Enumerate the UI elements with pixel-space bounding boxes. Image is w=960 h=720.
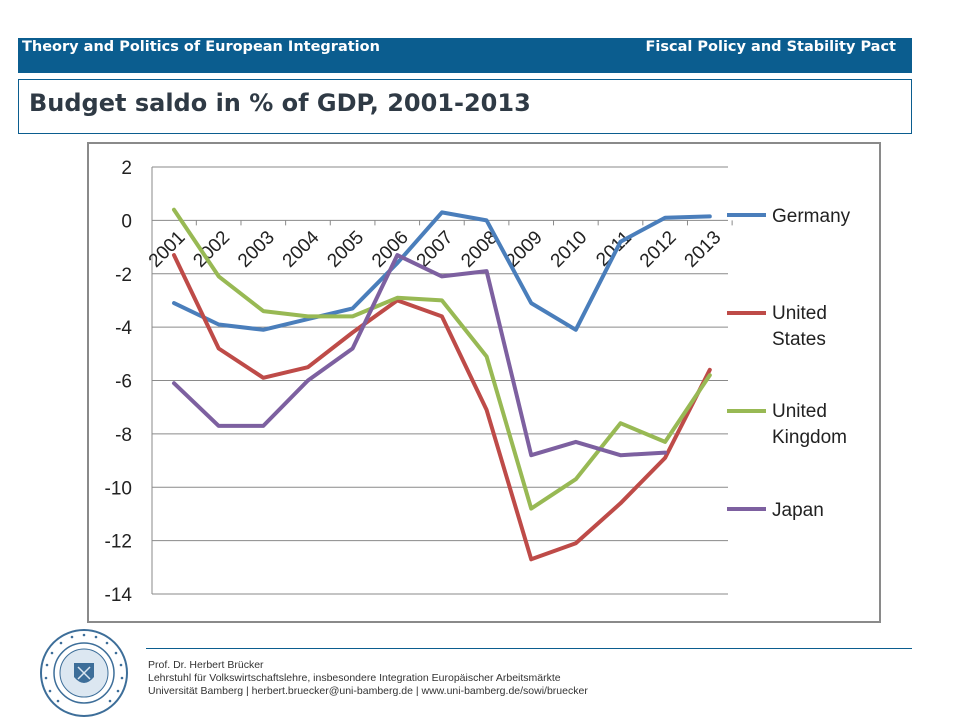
footer-divider — [146, 648, 912, 649]
y-tick-label: -4 — [115, 318, 132, 339]
slide-title: Budget saldo in % of GDP, 2001-2013 — [29, 89, 531, 117]
series-lines — [172, 207, 712, 562]
course-title: Theory and Politics of European Integrat… — [22, 39, 380, 55]
footer-contact: Universität Bamberg | herbert.bruecker@u… — [148, 685, 588, 697]
legend-label: Kingdom — [772, 427, 847, 448]
y-tick-label: -14 — [105, 585, 133, 606]
y-tick-label: 2 — [121, 158, 132, 179]
series-line-germany — [172, 210, 712, 332]
legend-label: Germany — [772, 206, 851, 227]
legend-label: United — [772, 401, 827, 422]
gridlines — [151, 166, 728, 595]
university-seal-logo — [40, 629, 128, 717]
y-tick-label: -2 — [115, 265, 132, 286]
legend-label: States — [772, 329, 826, 350]
series-line-united-kingdom — [172, 207, 712, 511]
y-tick-label: 0 — [121, 211, 132, 232]
y-tick-label: -10 — [105, 478, 132, 499]
footer-chair: Lehrstuhl für Volkswirtschaftslehre, ins… — [148, 672, 561, 684]
y-axis-ticks: 2 0 -2 -4 -6 -8 -10 -12 -14 — [105, 158, 133, 606]
series-line-japan — [172, 253, 668, 458]
legend-label: Japan — [772, 500, 824, 521]
footer: Prof. Dr. Herbert Brücker Lehrstuhl für … — [148, 659, 588, 698]
series-line-united-states — [172, 253, 712, 562]
header-bar: Theory and Politics of European Integrat… — [18, 38, 912, 73]
y-tick-label: -8 — [115, 425, 132, 446]
chart-frame — [87, 142, 881, 623]
slide-title-box: Budget saldo in % of GDP, 2001-2013 — [18, 79, 912, 134]
section-title: Fiscal Policy and Stability Pact — [645, 39, 897, 55]
y-tick-label: -12 — [105, 532, 132, 553]
legend: Germany United States United Kingdom Japan — [727, 206, 851, 521]
footer-author: Prof. Dr. Herbert Brücker — [148, 659, 264, 671]
y-tick-label: -6 — [115, 372, 132, 393]
legend-label: United — [772, 303, 827, 324]
